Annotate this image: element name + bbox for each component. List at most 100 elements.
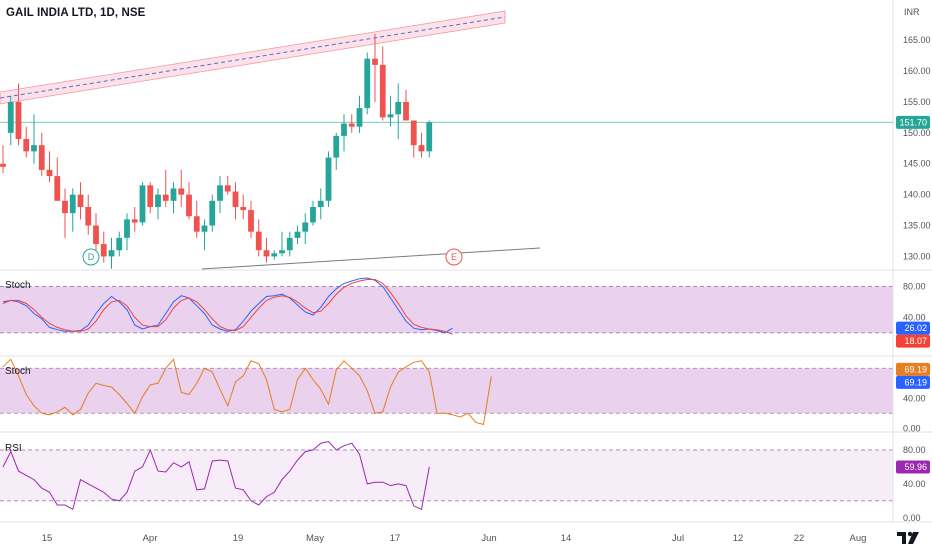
candle [31,114,37,164]
candle-body [348,123,355,127]
candle-body [255,231,262,251]
price-tick: 160.00 [903,66,931,76]
candle [263,237,270,263]
candle-body [23,139,30,152]
candle-body [54,176,61,201]
stoch-2-tag-a[interactable]: 69.19 [896,362,930,376]
time-tick: Aug [850,533,867,544]
candle [403,89,409,121]
time-tick: 19 [233,533,244,544]
candle-body [7,101,14,133]
event-marker-label: E [451,252,457,262]
stoch-2-label[interactable]: Stoch [5,366,31,377]
time-tick: 15 [42,533,53,544]
support-line[interactable] [201,247,541,270]
candle-body [201,225,208,232]
time-tick: Apr [143,533,158,544]
candle [271,250,278,260]
candle-body [124,219,130,238]
rsi-series [2,440,430,511]
event-marker-label: D [88,252,95,262]
time-tick: 22 [794,533,805,544]
candle-body [395,101,402,115]
candle-body [46,169,53,177]
price-axis[interactable]: INR 130.00 135.00 140.00 145.00 150.00 155.00 1… [903,7,931,523]
candle [77,182,84,220]
candles [0,33,433,269]
event-marker-e[interactable]: E [445,248,463,266]
stoch-1-series [2,277,453,335]
candle [186,182,192,220]
candle-body [372,58,378,65]
candle [15,83,22,146]
candle [279,231,285,257]
stoch-2-tag-b[interactable]: 69.19 [896,375,930,389]
candle [46,151,53,183]
stoch-2-tag-a-text: 69.19 [904,364,927,374]
candle [38,132,45,177]
candle [364,52,371,115]
event-marker-d[interactable]: D [82,248,100,266]
last-price-tag-text: 151.70 [899,117,927,127]
trend-channel[interactable] [0,10,506,105]
candle-body [162,194,169,201]
last-price-tag[interactable]: 151.70 [896,115,930,129]
stoch-2-tag-b-text: 69.19 [904,377,927,387]
event-marker-circle[interactable] [445,248,463,266]
candle-body [317,200,324,207]
rsi-tick: 80.00 [903,445,926,455]
candle [410,120,417,158]
candle [395,83,402,140]
candle [162,169,169,207]
candle-body [403,101,409,121]
candle [69,188,76,232]
candle-body [356,108,363,127]
candle-body [31,145,37,152]
time-axis[interactable]: 15 Apr 19 May 17 Jun 14 Jul 12 22 Aug [42,533,867,544]
rsi-label[interactable]: RSI [5,443,22,454]
candle-body [271,253,278,257]
rsi-tag[interactable]: 59.96 [896,460,930,474]
price-tick: 150.00 [903,128,931,138]
stoch-1-d-tag[interactable]: 18.07 [896,334,930,348]
candle-body [325,157,332,201]
time-tick: Jul [672,533,684,544]
candle-body [186,194,192,217]
candle [85,194,92,235]
candle-body [310,206,316,223]
stoch-1-label[interactable]: Stoch [5,280,31,291]
candle [426,120,433,158]
candle-body [139,185,146,223]
candle-body [333,135,340,158]
candle [100,231,107,263]
candle-body [379,64,386,118]
stoch-1-k-tag-bg [896,321,930,335]
trend-line[interactable] [201,247,541,270]
candle-body [77,194,84,207]
time-tick: 17 [390,533,401,544]
time-tick: Jun [481,533,496,544]
stoch-1-d-tag-text: 18.07 [904,336,927,346]
candle-body [108,250,115,257]
candle [0,145,6,173]
candle [23,126,30,158]
time-tick: 14 [561,533,572,544]
candle-body [69,194,76,214]
rsi-tag-bg [896,460,930,474]
currency-label[interactable]: INR [904,7,920,17]
candle [286,231,293,257]
price-tick: 135.00 [903,221,931,231]
event-marker-circle[interactable] [82,248,100,266]
candle [139,182,146,226]
stoch-2-tick: 0.00 [903,423,921,433]
stoch-1-k-line [2,277,453,334]
candle [418,132,425,158]
candle-body [0,163,6,167]
symbol-title[interactable]: GAIL INDIA LTD, 1D, NSE [6,7,146,19]
candle [372,33,378,102]
channel-median[interactable] [0,16,506,99]
stoch-1-k-tag[interactable]: 26.02 [896,321,930,335]
candle [255,219,262,257]
tradingview-logo-icon[interactable] [895,530,921,546]
